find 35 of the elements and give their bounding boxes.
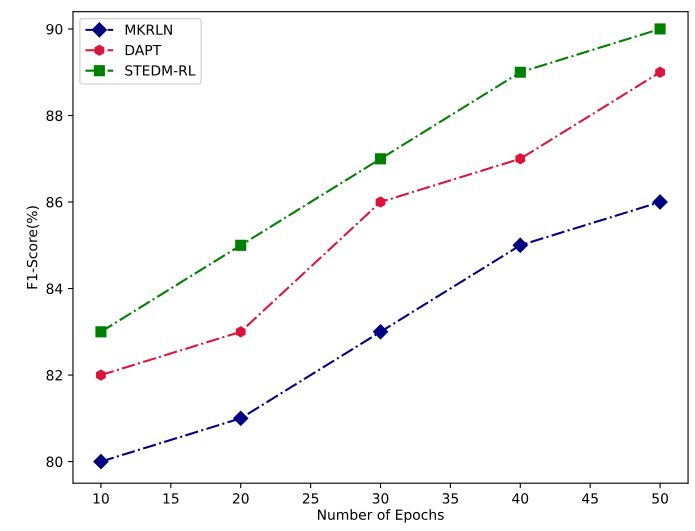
point	[654, 23, 666, 35]
y-tick-label: 88	[46, 110, 62, 121]
y-tick-label: 84	[46, 284, 62, 294]
point	[93, 454, 109, 470]
point	[376, 196, 386, 208]
x-tick-label: 15	[164, 493, 178, 504]
point	[655, 66, 665, 78]
point	[514, 66, 526, 78]
y-tick-label: 80	[46, 456, 62, 468]
point	[515, 153, 526, 164]
x-tick-label: 40	[512, 493, 528, 504]
x-tick-label: 45	[582, 493, 598, 504]
x-tick-label: 10	[94, 493, 109, 504]
point	[512, 238, 528, 253]
point	[95, 326, 106, 338]
x-tick-label: 35	[442, 493, 458, 504]
x-tick-label: 50	[652, 493, 668, 504]
point	[235, 240, 246, 251]
x-tick-label: 25	[302, 493, 318, 504]
point	[233, 410, 248, 426]
x-tick-label: 30	[372, 493, 388, 504]
y-tick-label: 86	[46, 196, 62, 208]
y-tick-label: 90	[46, 24, 62, 34]
legend-label: STEDM-RL	[125, 65, 196, 76]
y-axis-title: F1-Score(%)	[26, 206, 39, 288]
legend-label: DAPT	[126, 44, 162, 56]
x-axis-title: Number of Epochs	[318, 509, 444, 523]
point	[652, 194, 668, 210]
y-tick-label: 82	[46, 370, 62, 381]
x-tick-label: 20	[232, 493, 249, 504]
point	[96, 370, 106, 381]
point	[372, 324, 388, 340]
point	[374, 153, 386, 164]
point	[236, 326, 246, 338]
legend-label: MKRLN	[126, 24, 172, 35]
